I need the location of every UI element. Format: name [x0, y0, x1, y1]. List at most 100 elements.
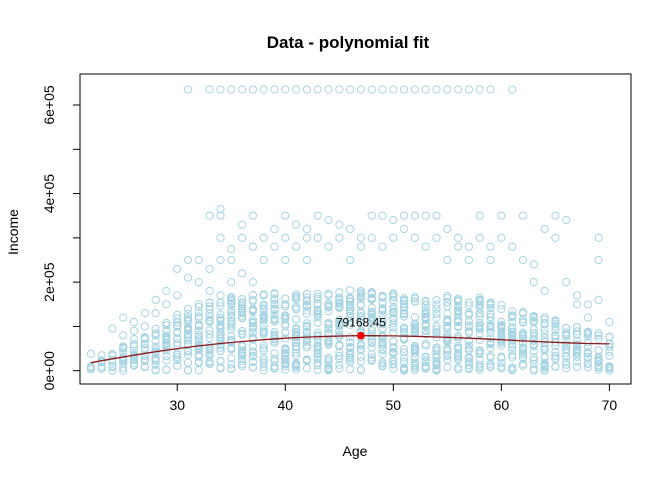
scatter-point — [508, 330, 517, 339]
scatter-point — [551, 325, 560, 334]
scatter-point — [464, 242, 473, 251]
scatter-point — [194, 357, 203, 366]
scatter-point — [518, 359, 528, 368]
scatter-point — [497, 364, 506, 373]
scatter-point — [259, 358, 268, 367]
scatter-point — [421, 211, 430, 220]
scatter-point — [356, 289, 365, 298]
scatter-point — [227, 320, 236, 329]
scatter-point — [205, 349, 214, 358]
scatter-point — [443, 351, 452, 360]
scatter-point — [259, 344, 268, 353]
scatter-point — [140, 334, 149, 343]
scatter-point — [324, 340, 333, 349]
scatter-point — [313, 289, 322, 299]
scatter-point — [594, 363, 603, 372]
scatter-point — [443, 321, 452, 330]
y-axis: 0e+00 2e+05 4e+05 6e+05 — [41, 85, 81, 390]
scatter-point — [270, 85, 279, 94]
scatter-point — [443, 337, 452, 346]
scatter-point — [356, 233, 365, 242]
scatter-point — [281, 211, 290, 220]
scatter-point — [216, 233, 225, 242]
scatter-point — [324, 299, 333, 308]
scatter-point — [151, 329, 160, 338]
scatter-point — [594, 233, 603, 242]
scatter-point — [572, 352, 582, 361]
scatter-point — [324, 307, 333, 316]
scatter-point — [454, 310, 463, 319]
scatter-point — [356, 318, 365, 327]
scatter-point — [572, 291, 582, 300]
scatter-point — [259, 302, 268, 311]
scatter-point — [400, 348, 409, 357]
scatter-point — [486, 242, 495, 251]
scatter-point — [194, 326, 203, 335]
scatter-point — [508, 317, 517, 326]
scatter-point — [464, 301, 473, 310]
scatter-point — [562, 337, 571, 346]
scatter-point — [475, 312, 484, 321]
scatter-point — [162, 356, 171, 365]
scatter-point — [86, 349, 95, 358]
scatter-point — [259, 341, 268, 350]
scatter-point — [183, 347, 193, 356]
scatter-point — [216, 341, 225, 350]
scatter-point — [356, 292, 365, 301]
scatter-point — [454, 233, 463, 242]
scatter-point — [475, 85, 484, 94]
scatter-point — [324, 85, 333, 94]
scatter-point — [313, 292, 322, 301]
scatter-point — [400, 364, 409, 373]
scatter-point — [443, 298, 452, 307]
scatter-point — [335, 293, 344, 302]
scatter-point — [475, 309, 484, 318]
scatter-point — [173, 349, 182, 358]
scatter-point — [335, 220, 344, 229]
x-tick-label: 40 — [277, 397, 293, 413]
scatter-point — [421, 339, 430, 348]
scatter-point — [432, 300, 441, 309]
scatter-point — [540, 224, 549, 234]
scatter-point — [529, 356, 538, 365]
scatter-point — [259, 290, 268, 299]
scatter-point — [346, 353, 355, 363]
scatter-point — [313, 294, 322, 303]
scatter-point — [324, 216, 333, 225]
scatter-point — [173, 264, 182, 273]
scatter-point — [454, 308, 463, 317]
scatter-point — [432, 295, 441, 304]
scatter-point — [281, 321, 290, 331]
scatter-point — [572, 323, 582, 332]
scatter-point — [248, 321, 257, 330]
scatter-point — [454, 306, 463, 315]
scatter-point — [108, 362, 117, 371]
scatter-point — [313, 310, 322, 319]
scatter-point — [421, 330, 430, 339]
scatter-point — [421, 322, 430, 331]
scatter-point — [400, 353, 409, 362]
scatter-point — [238, 342, 247, 351]
scatter-point — [259, 310, 268, 319]
scatter-point — [216, 298, 225, 307]
scatter-point — [400, 310, 409, 319]
scatter-point — [400, 211, 409, 220]
scatter-point — [227, 255, 236, 265]
scatter-point — [292, 329, 301, 338]
scatter-point — [497, 317, 506, 326]
scatter-point — [129, 352, 139, 361]
scatter-point — [151, 309, 160, 318]
scatter-point — [346, 224, 355, 234]
scatter-point — [194, 320, 203, 329]
scatter-point — [551, 319, 560, 329]
scatter-point — [238, 327, 247, 336]
scatter-point — [529, 260, 538, 269]
scatter-point — [248, 278, 257, 287]
scatter-point — [270, 349, 279, 358]
scatter-point — [583, 332, 592, 341]
scatter-point — [464, 298, 473, 307]
scatter-point — [508, 351, 517, 360]
scatter-point — [313, 307, 322, 316]
scatter-point — [216, 315, 225, 324]
